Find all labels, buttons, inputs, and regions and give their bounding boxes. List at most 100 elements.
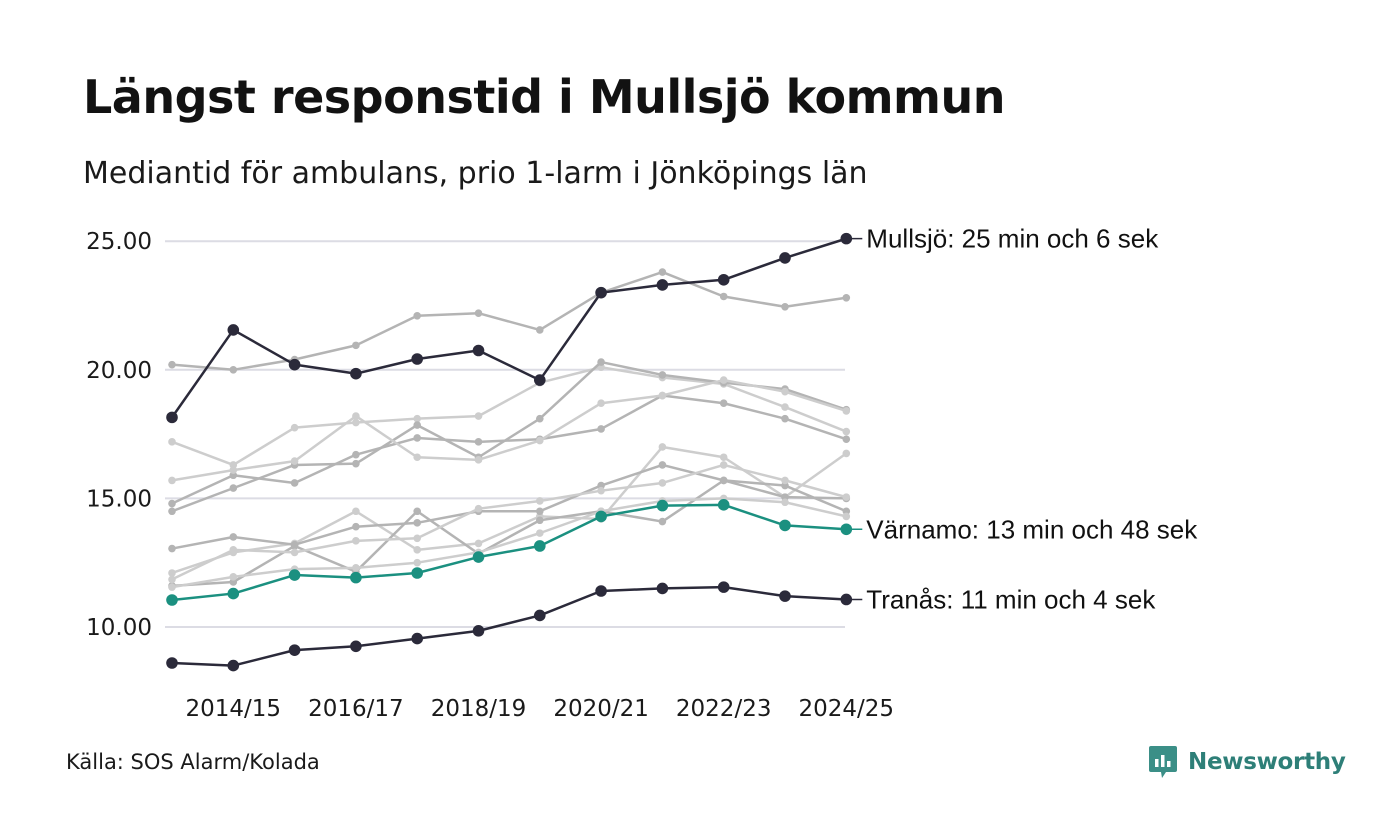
series-varnamo-point	[350, 571, 362, 584]
background-series-point	[413, 507, 422, 516]
background-series-point	[352, 564, 360, 572]
series-mullsjo-point	[595, 286, 607, 299]
background-series-point	[474, 539, 483, 548]
background-series-point	[842, 407, 851, 415]
background-series-point	[168, 438, 176, 446]
series-varnamo-point	[595, 510, 607, 523]
newsworthy-logo-icon	[1149, 746, 1177, 778]
background-series-point	[536, 497, 544, 505]
series-tranas-line	[170, 585, 848, 667]
background-series-point	[290, 457, 299, 465]
series-mullsjo-point	[227, 324, 240, 336]
background-series-point	[781, 414, 789, 423]
series-varnamo-line	[170, 503, 848, 602]
background-series-point	[781, 498, 789, 507]
series-mullsjo-point	[166, 411, 178, 424]
background-series-point	[536, 436, 544, 445]
background-series-point	[719, 292, 728, 301]
background-series-point	[474, 456, 483, 464]
background-series-point	[229, 466, 238, 474]
series-mullsjo-point	[779, 252, 791, 264]
background-series-point	[658, 517, 667, 526]
background-series-point	[168, 544, 176, 553]
series-tranas-point	[411, 632, 424, 645]
background-series-point	[413, 421, 422, 429]
background-series-point	[536, 414, 544, 423]
background-series-point	[781, 476, 789, 485]
series-tranas-point	[534, 609, 546, 622]
x-tick-label: 2020/21	[553, 696, 649, 722]
background-series-point	[536, 326, 544, 334]
series-varnamo-point	[166, 594, 178, 606]
background-series-point	[290, 540, 299, 549]
background-series-point	[658, 371, 667, 379]
background-series-point	[781, 403, 789, 411]
background-series-point	[290, 423, 299, 432]
series-varnamo-point	[227, 587, 240, 600]
background-series-point	[474, 412, 483, 420]
series-label-mullsjo: Mullsjö: 25 min och 6 sek	[866, 224, 1159, 254]
background-series-line	[170, 463, 848, 581]
background-series-line	[170, 497, 848, 589]
series-mullsjo-point	[534, 374, 546, 386]
background-series-point	[597, 399, 605, 408]
x-tick-label: 2018/19	[431, 696, 527, 722]
series-mullsjo-line	[170, 237, 848, 419]
series-tranas-point	[656, 582, 669, 595]
background-series-point	[229, 573, 238, 581]
background-series-point	[352, 412, 360, 420]
background-series-point	[658, 391, 667, 400]
series-tranas-point	[717, 581, 730, 593]
background-series-point	[168, 476, 176, 485]
background-series-point	[290, 479, 299, 487]
series-tranas-point	[595, 585, 607, 597]
background-series-point	[719, 476, 728, 485]
background-series-point	[168, 507, 176, 516]
background-series-point	[781, 302, 789, 311]
background-series-point	[719, 453, 728, 462]
background-series-point	[229, 533, 238, 541]
background-series-point	[229, 546, 238, 554]
background-series-line	[170, 479, 848, 588]
y-tick-label: 10.00	[86, 615, 152, 641]
background-series-point	[781, 387, 789, 396]
background-series-point	[597, 425, 605, 433]
background-series-point	[658, 461, 667, 469]
series-varnamo-point	[717, 499, 730, 511]
background-series-point	[352, 522, 360, 531]
series-varnamo-point	[656, 499, 669, 512]
background-series-point	[352, 341, 360, 350]
background-series-point	[168, 499, 176, 508]
background-series-point	[168, 583, 176, 591]
background-series-point	[168, 569, 176, 577]
background-series-line	[170, 270, 848, 372]
background-series-line	[170, 463, 848, 550]
series-varnamo-point	[472, 551, 485, 563]
y-tick-label: 25.00	[86, 229, 152, 255]
series-tranas-point	[472, 625, 485, 637]
background-series-point	[842, 427, 851, 436]
background-series-point	[413, 558, 422, 567]
series-tranas-point	[288, 644, 301, 656]
background-series-point	[352, 537, 360, 545]
background-series-point	[842, 493, 851, 501]
series-varnamo-point	[779, 519, 791, 532]
background-series-point	[413, 534, 422, 543]
series-mullsjo-point	[350, 367, 362, 380]
background-series-point	[597, 486, 605, 495]
background-series-point	[168, 360, 176, 369]
x-tick-label: 2014/15	[186, 696, 282, 722]
background-series-point	[658, 479, 667, 487]
background-series-point	[352, 418, 360, 427]
background-series-point	[413, 311, 422, 320]
series-varnamo-point	[534, 540, 546, 552]
background-series-line	[170, 365, 848, 467]
x-tick-label: 2016/17	[308, 696, 404, 722]
background-series-point	[719, 376, 728, 384]
background-series-point	[168, 575, 176, 584]
background-series-point	[597, 358, 605, 366]
series-mullsjo-point	[717, 273, 730, 286]
source-note: Källa: SOS Alarm/Kolada	[66, 750, 320, 774]
series-mullsjo-point	[411, 353, 424, 365]
background-series-point	[352, 450, 360, 459]
